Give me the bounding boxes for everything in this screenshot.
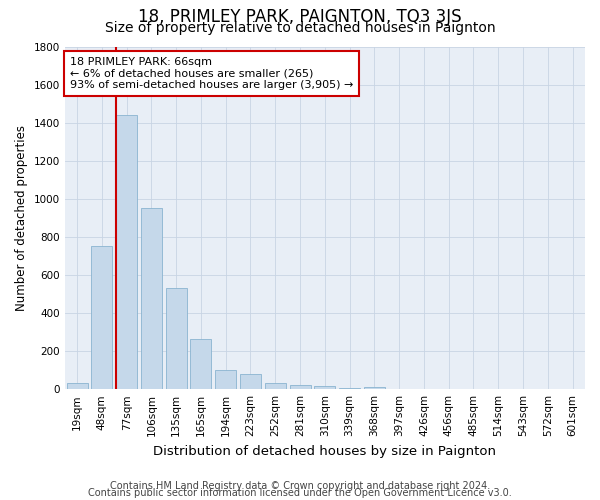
- Bar: [166, 288, 187, 389]
- X-axis label: Distribution of detached houses by size in Paignton: Distribution of detached houses by size …: [154, 444, 496, 458]
- Bar: [339, 388, 360, 389]
- Bar: [290, 386, 311, 389]
- Bar: [240, 374, 261, 389]
- Text: 18, PRIMLEY PARK, PAIGNTON, TQ3 3JS: 18, PRIMLEY PARK, PAIGNTON, TQ3 3JS: [138, 8, 462, 26]
- Bar: [265, 382, 286, 389]
- Bar: [67, 384, 88, 389]
- Text: 18 PRIMLEY PARK: 66sqm
← 6% of detached houses are smaller (265)
93% of semi-det: 18 PRIMLEY PARK: 66sqm ← 6% of detached …: [70, 57, 353, 90]
- Bar: [314, 386, 335, 389]
- Bar: [141, 208, 162, 389]
- Text: Contains HM Land Registry data © Crown copyright and database right 2024.: Contains HM Land Registry data © Crown c…: [110, 481, 490, 491]
- Bar: [389, 388, 410, 389]
- Bar: [91, 246, 112, 389]
- Y-axis label: Number of detached properties: Number of detached properties: [15, 125, 28, 311]
- Bar: [116, 115, 137, 389]
- Bar: [190, 338, 211, 389]
- Bar: [364, 388, 385, 389]
- Text: Size of property relative to detached houses in Paignton: Size of property relative to detached ho…: [104, 21, 496, 35]
- Bar: [215, 370, 236, 389]
- Text: Contains public sector information licensed under the Open Government Licence v3: Contains public sector information licen…: [88, 488, 512, 498]
